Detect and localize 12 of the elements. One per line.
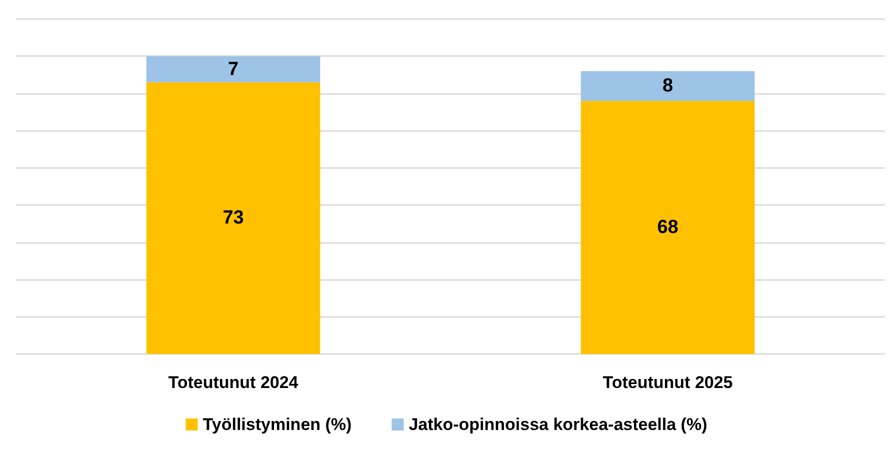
bar <box>146 56 320 82</box>
legend-label: Työllistyminen (%) <box>202 415 352 434</box>
data-label: 8 <box>662 76 674 96</box>
data-label: 68 <box>657 216 678 238</box>
data-label: 73 <box>222 208 244 229</box>
x-tick-label: Toteutunut 2025 <box>602 373 733 392</box>
bar <box>580 100 755 354</box>
legend-label: Jatko-opinnoissa korkea-asteella (%) <box>408 415 708 434</box>
data-label: 7 <box>228 58 239 80</box>
bar <box>580 71 755 101</box>
bar <box>146 82 320 354</box>
x-tick-label: Toteutunut 2024 <box>168 373 299 392</box>
